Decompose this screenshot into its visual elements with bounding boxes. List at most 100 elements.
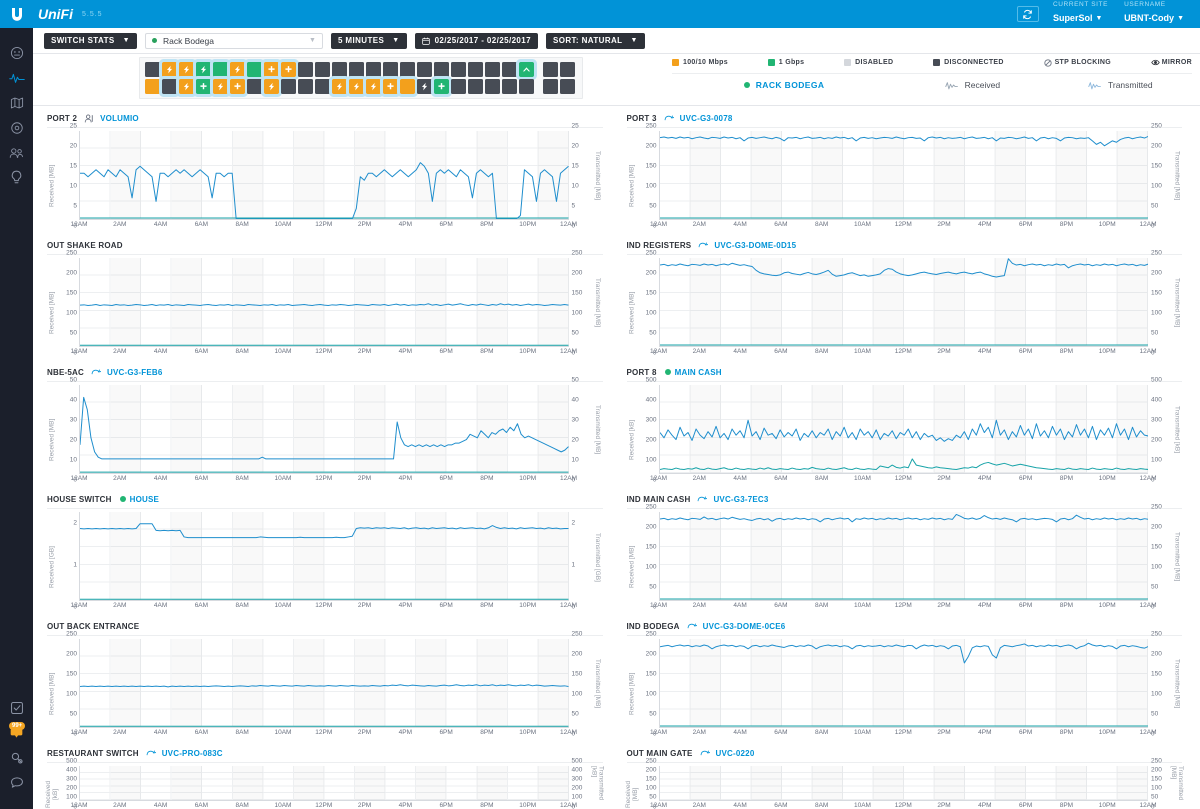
plot-box[interactable]: 12AM 2AM 4AM 6AM 8AM 10AM 12PM 2PM 4PM 6PM 8PM 10PM…: [650, 512, 1156, 612]
view-selector-button[interactable]: SWITCH STATS ▼: [44, 32, 137, 49]
port-cell-9[interactable]: [210, 59, 231, 80]
sfp-cell-3[interactable]: [560, 62, 575, 77]
plot-box[interactable]: 12AM 2AM 4AM 6AM 8AM 10AM 12PM 2PM 4PM 6PM 8PM 10PM…: [71, 131, 577, 231]
sidebar-item-insights[interactable]: [0, 165, 33, 190]
ubiquiti-logo-icon[interactable]: [0, 6, 34, 23]
plot-area: [79, 131, 569, 220]
port-cell-40[interactable]: [468, 79, 483, 94]
port-cell-29[interactable]: [383, 62, 398, 77]
port-cell-22[interactable]: [315, 79, 330, 94]
plot-box[interactable]: 12AM 2AM 4AM 6AM 8AM 10AM 12PM 2PM 4PM 6PM 8PM 10PM…: [650, 385, 1156, 485]
sfp-cell-2[interactable]: [543, 79, 558, 94]
port-cell-11[interactable]: [227, 59, 248, 80]
port-cell-45[interactable]: [516, 59, 537, 80]
sfp-cell-4[interactable]: [560, 79, 575, 94]
sidebar-item-admin[interactable]: [0, 745, 33, 770]
port-cell-42[interactable]: [485, 79, 500, 94]
port-cell-41[interactable]: [485, 62, 500, 77]
chart-panel-subtitle[interactable]: UVC-G3-FEB6: [106, 367, 163, 377]
plot-box[interactable]: 12AM 2AM 4AM 6AM 8AM 10AM 12PM 2PM 4PM 6PM 8PM 10PM…: [71, 766, 577, 809]
plot-box[interactable]: 12AM 2AM 4AM 6AM 8AM 10AM 12PM 2PM 4PM 6PM 8PM 10PM…: [71, 639, 577, 739]
x-tick: 2AM: [113, 802, 127, 809]
sidebar-item-tasks[interactable]: [0, 695, 33, 720]
sidebar-item-chat[interactable]: [0, 770, 33, 795]
date-range-button[interactable]: 02/25/2017 - 02/25/2017: [414, 32, 538, 49]
sidebar-item-dashboard[interactable]: [0, 40, 33, 65]
port-cell-10[interactable]: [210, 76, 231, 97]
port-cell-24[interactable]: [329, 76, 350, 97]
port-cell-20[interactable]: [298, 79, 313, 94]
port-cell-43[interactable]: [502, 62, 517, 77]
port-cell-19[interactable]: [298, 62, 313, 77]
chart-panel-subtitle[interactable]: UVC-G3-0078: [679, 113, 733, 123]
port-cell-15[interactable]: [261, 59, 282, 80]
sidebar-item-statistics[interactable]: [0, 65, 33, 90]
port-cell-30[interactable]: [380, 76, 401, 97]
plot-box[interactable]: 12AM 2AM 4AM 6AM 8AM 10AM 12PM 2PM 4PM 6PM 8PM 10PM…: [71, 258, 577, 358]
port-cell-14[interactable]: [247, 79, 262, 94]
port-cell-1[interactable]: [145, 62, 160, 77]
port-cell-5[interactable]: [176, 59, 197, 80]
sidebar-item-devices[interactable]: [0, 115, 33, 140]
x-tick: 8PM: [480, 802, 494, 809]
port-cell-12[interactable]: [227, 76, 248, 97]
chart-panel-subtitle[interactable]: UVC-G3-DOME-0CE6: [702, 621, 786, 631]
interval-selector-button[interactable]: 5 MINUTES ▼: [330, 32, 407, 49]
sort-selector-button[interactable]: SORT: NATURAL ▼: [545, 32, 645, 49]
port-cell-6[interactable]: [176, 76, 197, 97]
chart-panel-subtitle[interactable]: UVC-G3-DOME-0D15: [714, 240, 797, 250]
port-cell-23[interactable]: [332, 62, 347, 77]
chart-panel-header-5: NBE-5AC UVC-G3-FEB6: [47, 365, 603, 379]
port-cell-16[interactable]: [261, 76, 282, 97]
chart-panel-subtitle[interactable]: VOLUMIO: [100, 113, 139, 123]
device-select[interactable]: Rack Bodega ▼: [144, 32, 323, 49]
port-cell-2[interactable]: [145, 79, 160, 94]
port-cell-34[interactable]: [417, 79, 432, 94]
port-cell-31[interactable]: [400, 62, 415, 77]
y-axis-ticks-left: 0 50 100 150 200 250: [637, 249, 659, 358]
x-tick: 2AM: [692, 602, 706, 609]
port-cell-32[interactable]: [397, 76, 418, 97]
chart-panel-subtitle[interactable]: MAIN CASH: [674, 367, 722, 377]
port-cell-21[interactable]: [315, 62, 330, 77]
username-selector[interactable]: USERNAME UBNT-Cody ▼: [1124, 1, 1184, 26]
port-cell-36[interactable]: [431, 76, 452, 97]
y-tick-left: 50: [649, 793, 657, 801]
port-cell-28[interactable]: [363, 76, 384, 97]
port-cell-4[interactable]: [159, 76, 180, 97]
port-cell-3[interactable]: [159, 59, 180, 80]
plot-box[interactable]: 12AM 2AM 4AM 6AM 8AM 10AM 12PM 2PM 4PM 6PM 8PM 10PM…: [71, 385, 577, 485]
plot-box[interactable]: 12AM 2AM 4AM 6AM 8AM 10AM 12PM 2PM 4PM 6PM 8PM 10PM…: [650, 258, 1156, 358]
charts-scroll-area[interactable]: PORT 2 VOLUMIO Received [MB] 0 5 10 15 20 25 12AM…: [33, 106, 1200, 809]
port-cell-37[interactable]: [451, 62, 466, 77]
port-cell-13[interactable]: [244, 59, 265, 80]
chart-panel-subtitle[interactable]: HOUSE: [129, 494, 160, 504]
chart-panel-subtitle[interactable]: UVC-G3-7EC3: [713, 494, 769, 504]
chart-panel-subtitle[interactable]: UVC-PRO-083C: [161, 748, 223, 758]
port-cell-35[interactable]: [434, 62, 449, 77]
plot-box[interactable]: 12AM 2AM 4AM 6AM 8AM 10AM 12PM 2PM 4PM 6PM 8PM 10PM…: [71, 512, 577, 612]
plot-box[interactable]: 12AM 2AM 4AM 6AM 8AM 10AM 12PM 2PM 4PM 6PM 8PM 10PM…: [650, 766, 1156, 809]
port-cell-8[interactable]: [193, 76, 214, 97]
port-cell-27[interactable]: [366, 62, 381, 77]
port-cell-44[interactable]: [502, 79, 517, 94]
port-cell-46[interactable]: [519, 79, 534, 94]
port-cell-17[interactable]: [278, 59, 299, 80]
chart-panel-subtitle[interactable]: UVC-0220: [715, 748, 755, 758]
current-site-selector[interactable]: CURRENT SITE SuperSol ▼: [1053, 1, 1108, 26]
plot-box[interactable]: 12AM 2AM 4AM 6AM 8AM 10AM 12PM 2PM 4PM 6PM 8PM 10PM…: [650, 131, 1156, 231]
x-tick: 4AM: [153, 802, 168, 809]
port-cell-18[interactable]: [281, 79, 296, 94]
port-cell-38[interactable]: [451, 79, 466, 94]
sidebar-item-alerts[interactable]: 99+: [0, 720, 33, 745]
port-cell-33[interactable]: [417, 62, 432, 77]
sfp-cell-1[interactable]: [543, 62, 558, 77]
plot-box[interactable]: 12AM 2AM 4AM 6AM 8AM 10AM 12PM 2PM 4PM 6PM 8PM 10PM…: [650, 639, 1156, 739]
port-cell-39[interactable]: [468, 62, 483, 77]
refresh-icon[interactable]: [1016, 6, 1039, 22]
sidebar-item-clients[interactable]: [0, 140, 33, 165]
sidebar-item-map[interactable]: [0, 90, 33, 115]
port-cell-25[interactable]: [349, 62, 364, 77]
port-cell-26[interactable]: [346, 76, 367, 97]
port-cell-7[interactable]: [193, 59, 214, 80]
